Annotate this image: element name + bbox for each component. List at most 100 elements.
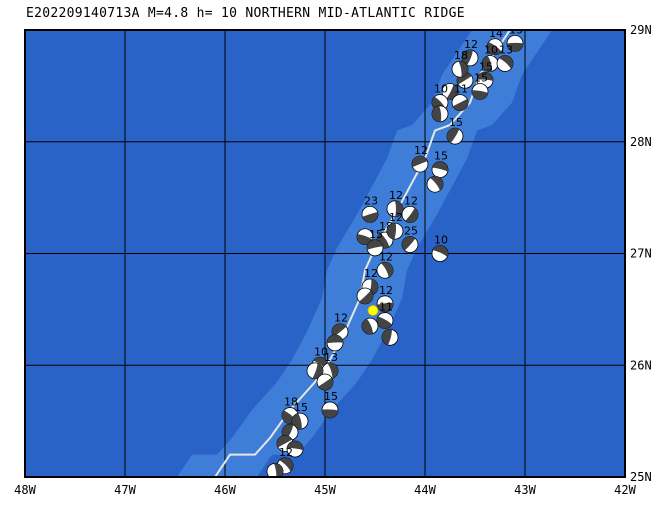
focal-mechanism: [426, 175, 444, 193]
beachball-quadrant: [292, 413, 302, 430]
focal-mechanism: 11: [451, 83, 469, 112]
beachball-quadrant: [357, 234, 373, 245]
focal-mechanism: 15: [446, 116, 464, 145]
event-depth-label: 12: [404, 194, 418, 207]
beachball-quadrant: [402, 236, 416, 251]
beachball-quadrant: [327, 334, 343, 344]
event-depth-label: 15: [474, 71, 488, 84]
beachball-quadrant: [362, 212, 378, 223]
latitude-label: 25N: [630, 470, 652, 484]
longitude-label: 42W: [614, 483, 636, 497]
beachball-quadrant: [332, 323, 347, 337]
beachball-quadrant: [277, 435, 292, 448]
longitude-label: 46W: [214, 483, 236, 497]
focal-mechanism: [381, 328, 399, 346]
beachball-quadrant: [446, 84, 458, 100]
event-depth-label: 10: [434, 83, 448, 96]
beachball-quadrant: [430, 176, 443, 191]
event-depth-label: 12: [389, 189, 403, 202]
focal-mechanism: 23: [361, 194, 379, 223]
beachball-quadrant: [273, 463, 284, 477]
focal-mechanism: [316, 373, 334, 391]
event-depth-label: 13: [324, 351, 338, 364]
beachball-quadrant: [377, 302, 393, 312]
map-title: E202209140713A M=4.8 h= 10 NORTHERN MID-…: [26, 6, 465, 21]
latitude-label: 26N: [630, 358, 652, 372]
beachball-quadrant: [279, 457, 293, 472]
event-depth-label: 12: [464, 38, 478, 51]
beachball-quadrant: [487, 41, 502, 55]
beachball-quadrant: [432, 245, 448, 257]
event-depth-label: 12: [379, 250, 393, 263]
beachball-quadrant: [405, 207, 418, 223]
event-depth-label: 23: [364, 194, 378, 207]
focal-mechanism: [441, 83, 459, 100]
beachball-quadrant: [318, 377, 333, 391]
focal-mechanism: 13: [496, 44, 514, 72]
beachball-quadrant: [377, 316, 392, 329]
focal-mechanism: 18: [451, 49, 469, 78]
longitude-label: 45W: [314, 483, 336, 497]
focal-mechanism: 12: [376, 250, 394, 279]
focal-mechanism: 15: [366, 228, 384, 257]
focal-mechanism: [306, 362, 324, 380]
beachball-quadrant: [394, 200, 403, 217]
event-depth-label: 15: [294, 401, 308, 414]
event-depth-label: 15: [434, 150, 448, 163]
event-depth-label: 10: [314, 345, 328, 358]
beachball-quadrant: [362, 318, 374, 335]
longitude-label: 48W: [14, 483, 36, 497]
focal-mechanism: 12: [461, 38, 479, 67]
event-depth-label: 12: [389, 211, 403, 224]
event-depth-label: 15: [479, 60, 493, 73]
focal-mechanism: 12: [331, 312, 349, 341]
focal-mechanism: 11: [376, 301, 394, 329]
beachball-quadrant: [312, 363, 324, 379]
beachball-quadrant: [458, 61, 468, 77]
beachball-quadrant: [322, 409, 338, 418]
beachball-quadrant: [287, 441, 303, 451]
focal-mechanism: 18: [281, 396, 299, 424]
epicenter-layer: [367, 305, 379, 316]
beachball-quadrant: [432, 105, 442, 122]
focal-mechanism: 15: [476, 60, 494, 89]
event-depth-label: 18: [454, 49, 468, 62]
focal-mechanism: [356, 287, 374, 305]
latitude-labels: 29N 28N 27N 26N 25N: [630, 23, 652, 484]
event-depth-label: 11: [454, 83, 468, 96]
focal-mechanism: 12: [386, 189, 404, 218]
beachball-quadrant: [482, 55, 493, 72]
longitude-labels: 48W 47W 46W 45W 44W 43W 42W: [14, 483, 636, 497]
beachball-quadrant: [359, 290, 373, 304]
beachball-quadrant: [327, 362, 338, 379]
focal-mechanism: 12: [386, 211, 404, 240]
focal-mechanism: [356, 228, 374, 246]
event-depth-label: 15: [449, 116, 463, 129]
focal-mechanism: 10: [431, 234, 449, 262]
focal-mechanism: 15: [321, 390, 339, 419]
beachball-quadrant: [499, 55, 513, 69]
focal-mechanism: 12: [401, 194, 419, 223]
beachball-quadrant: [507, 42, 523, 52]
event-depth-label: 18: [284, 396, 298, 409]
event-depth-label: 12: [379, 284, 393, 297]
event-depth-label: 11: [379, 301, 393, 314]
focal-mechanism: 15: [431, 150, 449, 179]
beachball-quadrant: [472, 90, 488, 100]
event-depth-label: 12: [364, 267, 378, 280]
event-depth-label: 13: [499, 44, 513, 57]
event-depth-label: 10: [484, 44, 498, 57]
focal-mechanism: 25: [401, 225, 419, 253]
longitude-label: 44W: [414, 483, 436, 497]
event-depth-label: 15: [369, 228, 383, 241]
beachball-quadrant: [382, 329, 392, 346]
event-depth-label: 25: [404, 225, 418, 238]
beachball-quadrant: [477, 72, 493, 81]
latitude-label: 27N: [630, 247, 652, 261]
longitude-label: 43W: [514, 483, 536, 497]
beachball-quadrant: [447, 128, 460, 144]
focal-mechanism: [326, 334, 344, 352]
focal-mechanism: [431, 105, 449, 123]
